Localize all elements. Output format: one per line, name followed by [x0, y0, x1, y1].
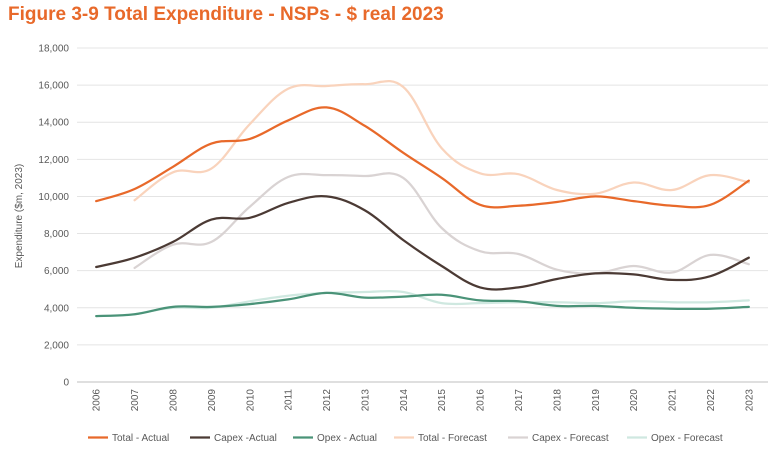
x-axis-tick-labels: 2006 2007 2008 2009 2010 2011 2012 2013 2014 2015… — [92, 389, 756, 412]
x-tick-label: 2023 — [744, 389, 755, 412]
x-tick-label: 2017 — [514, 389, 525, 412]
x-tick-label: 2016 — [476, 389, 487, 412]
series-line-total-forecast — [133, 79, 750, 202]
series-line-opex-actual — [95, 291, 750, 318]
x-tick-label: 2014 — [399, 389, 410, 412]
series-lines — [95, 79, 750, 318]
y-tick-label: 16,000 — [38, 81, 69, 92]
y-tick-label: 12,000 — [38, 155, 69, 166]
legend-label: Opex - Actual — [317, 433, 377, 444]
y-tick-label: 4,000 — [44, 303, 69, 314]
y-tick-label: 6,000 — [44, 266, 69, 277]
chart-title: Figure 3-9 Total Expenditure - NSPs - $ … — [8, 4, 444, 25]
x-tick-label: 2022 — [706, 389, 717, 412]
series-line-total-actual — [95, 106, 750, 209]
x-tick-label: 2006 — [92, 389, 103, 412]
x-tick-label: 2019 — [591, 389, 602, 412]
gridlines — [77, 47, 768, 383]
x-tick-label: 2008 — [168, 389, 179, 412]
x-tick-label: 2009 — [207, 389, 218, 412]
legend-label: Opex - Forecast — [651, 433, 723, 444]
y-axis-label: Expenditure ($m, 2023) — [14, 164, 25, 269]
x-tick-label: 2012 — [322, 389, 333, 412]
y-tick-label: 18,000 — [38, 44, 69, 55]
legend-label: Total - Actual — [112, 433, 169, 444]
y-tick-label: 2,000 — [44, 340, 69, 351]
y-tick-label: 10,000 — [38, 192, 69, 203]
legend-label: Total - Forecast — [418, 433, 487, 444]
y-tick-label: 14,000 — [38, 118, 69, 129]
y-tick-label: 8,000 — [44, 229, 69, 240]
series-line-opex-forecast — [133, 289, 750, 316]
legend: Total - Actual Capex -Actual Opex - Actual… — [88, 433, 723, 444]
series-line-capex-forecast — [133, 172, 750, 275]
series-line-capex-actual — [95, 195, 750, 291]
x-tick-label: 2018 — [552, 389, 563, 412]
x-tick-label: 2020 — [629, 389, 640, 412]
legend-label: Capex - Forecast — [532, 433, 609, 444]
x-tick-label: 2013 — [360, 389, 371, 412]
y-tick-label: 0 — [63, 378, 69, 389]
x-tick-label: 2007 — [130, 389, 141, 412]
y-axis-tick-labels: 0 2,000 4,000 6,000 8,000 10,000 12,000 14,000 1… — [38, 44, 69, 389]
legend-label: Capex -Actual — [214, 433, 277, 444]
x-tick-label: 2021 — [668, 389, 679, 412]
x-tick-label: 2015 — [437, 389, 448, 412]
x-tick-label: 2011 — [284, 389, 295, 411]
x-tick-label: 2010 — [245, 389, 256, 412]
